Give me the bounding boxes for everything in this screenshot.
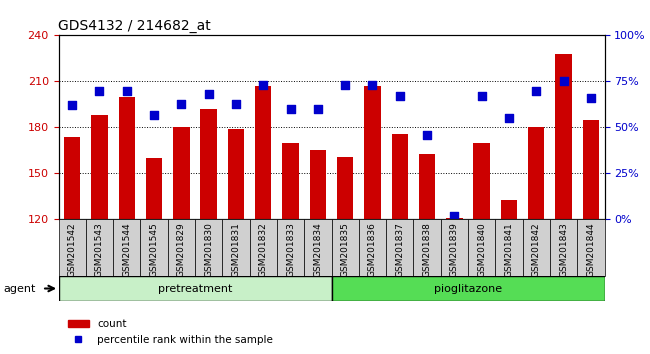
Point: [395, 93, 405, 99]
Point: [203, 91, 214, 97]
Text: pretreatment: pretreatment: [158, 284, 232, 293]
Point: [313, 106, 323, 112]
Point: [449, 213, 460, 219]
Bar: [91, 115, 108, 219]
Text: agent: agent: [3, 284, 36, 293]
Text: GSM201843: GSM201843: [559, 222, 568, 277]
FancyBboxPatch shape: [386, 219, 413, 276]
FancyBboxPatch shape: [58, 219, 86, 276]
Text: GSM201839: GSM201839: [450, 222, 459, 277]
Point: [340, 82, 350, 88]
Point: [531, 88, 541, 93]
Bar: [473, 143, 490, 219]
FancyBboxPatch shape: [58, 276, 332, 301]
Text: GSM201844: GSM201844: [586, 222, 595, 277]
FancyBboxPatch shape: [550, 219, 577, 276]
FancyBboxPatch shape: [140, 219, 168, 276]
FancyBboxPatch shape: [113, 219, 140, 276]
Bar: [364, 86, 381, 219]
Bar: [227, 129, 244, 219]
Point: [476, 93, 487, 99]
Bar: [173, 127, 190, 219]
FancyBboxPatch shape: [304, 219, 332, 276]
FancyBboxPatch shape: [332, 276, 604, 301]
Bar: [255, 86, 272, 219]
Point: [176, 101, 187, 106]
Bar: [555, 54, 572, 219]
FancyBboxPatch shape: [86, 219, 113, 276]
Point: [149, 112, 159, 118]
Bar: [200, 109, 217, 219]
Bar: [500, 200, 517, 219]
FancyBboxPatch shape: [523, 219, 550, 276]
FancyBboxPatch shape: [168, 219, 195, 276]
FancyBboxPatch shape: [195, 219, 222, 276]
Text: GSM201834: GSM201834: [313, 222, 322, 277]
Text: GSM201842: GSM201842: [532, 222, 541, 277]
Bar: [64, 137, 81, 219]
Text: GSM201832: GSM201832: [259, 222, 268, 277]
Bar: [446, 218, 463, 219]
Text: GSM201830: GSM201830: [204, 222, 213, 277]
Text: GSM201838: GSM201838: [422, 222, 432, 277]
Text: GSM201831: GSM201831: [231, 222, 240, 277]
FancyBboxPatch shape: [250, 219, 277, 276]
Point: [285, 106, 296, 112]
Bar: [146, 158, 162, 219]
Bar: [528, 127, 545, 219]
Text: GSM201544: GSM201544: [122, 222, 131, 277]
Text: GSM201841: GSM201841: [504, 222, 514, 277]
Text: GSM201542: GSM201542: [68, 222, 77, 277]
Bar: [282, 143, 299, 219]
Bar: [118, 97, 135, 219]
Point: [586, 95, 596, 101]
Text: GSM201545: GSM201545: [150, 222, 159, 277]
Point: [94, 88, 105, 93]
FancyBboxPatch shape: [577, 219, 605, 276]
Point: [558, 79, 569, 84]
FancyBboxPatch shape: [441, 219, 468, 276]
FancyBboxPatch shape: [277, 219, 304, 276]
Legend: count, percentile rank within the sample: count, percentile rank within the sample: [64, 315, 277, 349]
Text: GSM201836: GSM201836: [368, 222, 377, 277]
FancyBboxPatch shape: [468, 219, 495, 276]
Bar: [582, 120, 599, 219]
Point: [231, 101, 241, 106]
Text: pioglitazone: pioglitazone: [434, 284, 502, 293]
FancyBboxPatch shape: [413, 219, 441, 276]
FancyBboxPatch shape: [222, 219, 250, 276]
Point: [422, 132, 432, 138]
Bar: [337, 156, 354, 219]
Text: GSM201837: GSM201837: [395, 222, 404, 277]
FancyBboxPatch shape: [495, 219, 523, 276]
Text: GSM201833: GSM201833: [286, 222, 295, 277]
Bar: [391, 133, 408, 219]
FancyBboxPatch shape: [359, 219, 386, 276]
Bar: [419, 154, 436, 219]
Point: [122, 88, 132, 93]
Text: GSM201835: GSM201835: [341, 222, 350, 277]
Point: [367, 82, 378, 88]
Point: [504, 115, 514, 121]
Text: GSM201543: GSM201543: [95, 222, 104, 277]
FancyBboxPatch shape: [332, 219, 359, 276]
Point: [258, 82, 268, 88]
Text: GSM201840: GSM201840: [477, 222, 486, 277]
Text: GSM201829: GSM201829: [177, 222, 186, 277]
Text: GDS4132 / 214682_at: GDS4132 / 214682_at: [58, 19, 211, 33]
Bar: [309, 150, 326, 219]
Point: [67, 103, 77, 108]
